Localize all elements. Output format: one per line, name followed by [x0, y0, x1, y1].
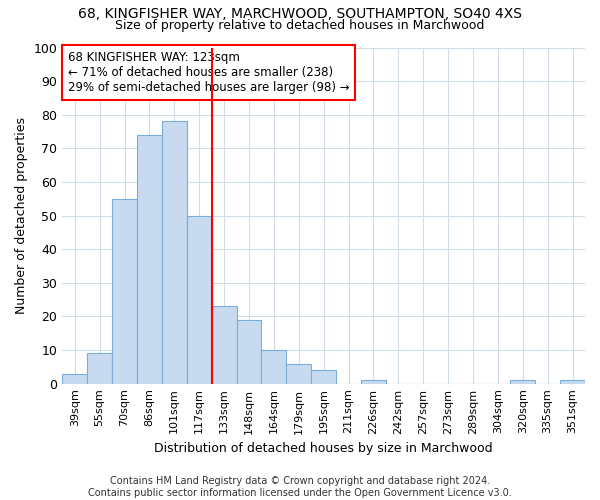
- Bar: [262, 350, 286, 384]
- Bar: [162, 122, 187, 384]
- Text: Contains HM Land Registry data © Crown copyright and database right 2024.
Contai: Contains HM Land Registry data © Crown c…: [88, 476, 512, 498]
- Text: 68, KINGFISHER WAY, MARCHWOOD, SOUTHAMPTON, SO40 4XS: 68, KINGFISHER WAY, MARCHWOOD, SOUTHAMPT…: [78, 8, 522, 22]
- Bar: [511, 380, 535, 384]
- X-axis label: Distribution of detached houses by size in Marchwood: Distribution of detached houses by size …: [154, 442, 493, 455]
- Text: Size of property relative to detached houses in Marchwood: Size of property relative to detached ho…: [115, 18, 485, 32]
- Bar: [87, 354, 112, 384]
- Bar: [112, 199, 137, 384]
- Bar: [236, 320, 262, 384]
- Bar: [137, 135, 162, 384]
- Y-axis label: Number of detached properties: Number of detached properties: [15, 117, 28, 314]
- Bar: [311, 370, 336, 384]
- Bar: [560, 380, 585, 384]
- Bar: [62, 374, 87, 384]
- Bar: [286, 364, 311, 384]
- Bar: [187, 216, 212, 384]
- Text: 68 KINGFISHER WAY: 123sqm
← 71% of detached houses are smaller (238)
29% of semi: 68 KINGFISHER WAY: 123sqm ← 71% of detac…: [68, 51, 349, 94]
- Bar: [212, 306, 236, 384]
- Bar: [361, 380, 386, 384]
